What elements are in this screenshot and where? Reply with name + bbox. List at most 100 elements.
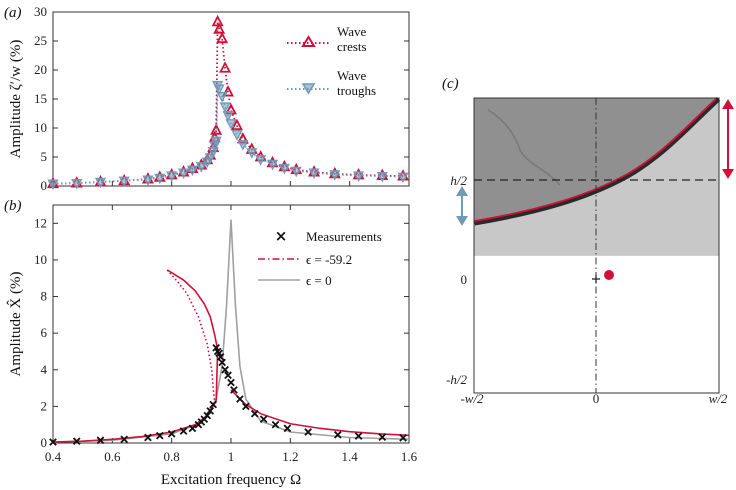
panel-b-label: (b) — [4, 198, 22, 214]
a-ytick-label: 10 — [34, 120, 47, 135]
a-ytick-label: 30 — [34, 4, 47, 19]
crest-point — [230, 118, 243, 131]
measurement-point — [354, 432, 363, 440]
trough-point — [177, 168, 190, 180]
b-xtick-label: 0.8 — [164, 449, 180, 464]
trough-point — [195, 162, 207, 173]
trough-point — [352, 171, 365, 182]
trough-point — [94, 177, 107, 189]
photo-liquid-lower — [474, 99, 719, 255]
measurement-point — [188, 424, 197, 433]
crest-point — [216, 31, 229, 44]
measurement-point — [203, 411, 212, 420]
panel-a-y-axis-title: Amplitude ζ′/w (%) — [8, 40, 24, 159]
measurement-point — [49, 438, 57, 446]
b-ytick-label: 6 — [41, 325, 48, 340]
nonlinear-lower-branch — [52, 400, 217, 443]
panel-c: (c) h/2 0 -h/2 -w/2 0 w/2 — [442, 76, 734, 406]
panel-b-x-axis-title: Excitation frequency Ω — [161, 472, 301, 488]
interface-fit-line — [474, 98, 717, 222]
c-ylabel-h2: h/2 — [450, 173, 467, 188]
linear-response-curve — [52, 219, 410, 443]
trough-point — [47, 179, 59, 191]
measurement-point — [399, 434, 407, 442]
c-xlabel-neg-w2: -w/2 — [460, 391, 484, 406]
b-ytick-label: 8 — [41, 289, 48, 304]
c-ylabel-neg-h2: -h/2 — [446, 372, 467, 387]
nonlinear-stable-upper-branch — [166, 269, 219, 350]
trough-point — [186, 165, 199, 177]
a-ytick-label: 5 — [41, 149, 48, 164]
measurement-point — [155, 431, 164, 440]
c-ylabel-zero: 0 — [461, 272, 468, 287]
panel-b-marks — [49, 219, 410, 446]
measurement-point — [167, 430, 176, 438]
measurement-point — [144, 433, 152, 442]
measurement-point — [304, 428, 312, 436]
legend-crests-marker — [301, 35, 316, 47]
b-ytick-label: 12 — [34, 215, 47, 230]
trough-point — [246, 148, 258, 159]
trough-point — [329, 170, 341, 181]
panel-b-y-axis-title: Amplitude X̂ (%) — [7, 272, 24, 377]
trough-point — [142, 175, 154, 187]
trough-point — [213, 84, 225, 95]
measurement-point — [283, 424, 292, 433]
trough-point — [225, 119, 237, 130]
troughs-line — [52, 84, 404, 185]
trough-point — [154, 173, 166, 185]
c-xlabel-w2: w/2 — [709, 391, 728, 406]
measurement-point — [120, 435, 129, 444]
crest-amplitude-arrow — [722, 99, 734, 179]
measurement-point — [206, 407, 215, 415]
trough-point — [118, 176, 130, 188]
crest-point — [222, 85, 235, 97]
panel-b-x-ticks: 0.4 0.6 0.8 1 1.2 1.4 1.6 — [45, 205, 418, 464]
b-xtick-label: 0.6 — [104, 449, 121, 464]
trough-amplitude-arrow — [456, 186, 468, 226]
b-xtick-label: 1.4 — [342, 449, 359, 464]
a-ytick-label: 0 — [41, 178, 48, 193]
crest-point — [219, 61, 232, 73]
measurement-point — [333, 430, 342, 439]
trough-point — [376, 171, 388, 183]
measurement-point — [72, 437, 81, 446]
measurement-point — [218, 358, 226, 367]
legend-measurements-label: Measurements — [306, 229, 382, 244]
c-xlabel-zero: 0 — [593, 391, 600, 406]
trough-point — [219, 102, 231, 113]
trough-point — [216, 91, 228, 103]
measurement-point — [209, 400, 218, 409]
trough-point — [290, 166, 302, 178]
legend-troughs-label: Wave troughs — [337, 68, 376, 98]
measurement-point — [236, 395, 244, 403]
measurement-point — [241, 402, 250, 411]
crest-point — [210, 123, 223, 135]
legend-eps-zero-label: ϵ = 0 — [306, 273, 332, 288]
measurement-point — [250, 409, 259, 418]
measurement-point — [179, 427, 188, 435]
trough-point — [266, 159, 279, 171]
b-xtick-label: 1.6 — [401, 449, 418, 464]
trough-point — [231, 130, 243, 141]
nonlinear-upper-frequency-branch — [230, 389, 410, 437]
b-ytick-label: 2 — [41, 398, 48, 413]
measurement-point — [271, 420, 280, 429]
trough-point — [71, 178, 83, 190]
trough-point — [308, 168, 320, 180]
panel-b: (b) 0 2 4 6 8 10 12 0.4 0.6 0.8 1 1.2 1.4 1.6 Amplit… — [4, 198, 418, 488]
a-ytick-label: 20 — [34, 62, 47, 77]
panel-a-y-ticks: 0 5 10 15 20 25 30 — [34, 4, 410, 193]
b-xtick-label: 0.4 — [45, 449, 62, 464]
panel-a-marks — [47, 14, 410, 191]
measurement-point — [378, 433, 387, 441]
crest-point — [213, 22, 226, 34]
panel-c-label: (c) — [442, 76, 459, 92]
panel-a-label: (a) — [4, 5, 22, 21]
a-ytick-label: 15 — [34, 91, 47, 106]
panel-b-legend: × Measurements ϵ = -59.2 ϵ = 0 — [258, 227, 382, 288]
b-xtick-label: 1 — [228, 449, 235, 464]
measurement-point — [216, 353, 225, 361]
photo-splash-trace — [487, 109, 561, 186]
